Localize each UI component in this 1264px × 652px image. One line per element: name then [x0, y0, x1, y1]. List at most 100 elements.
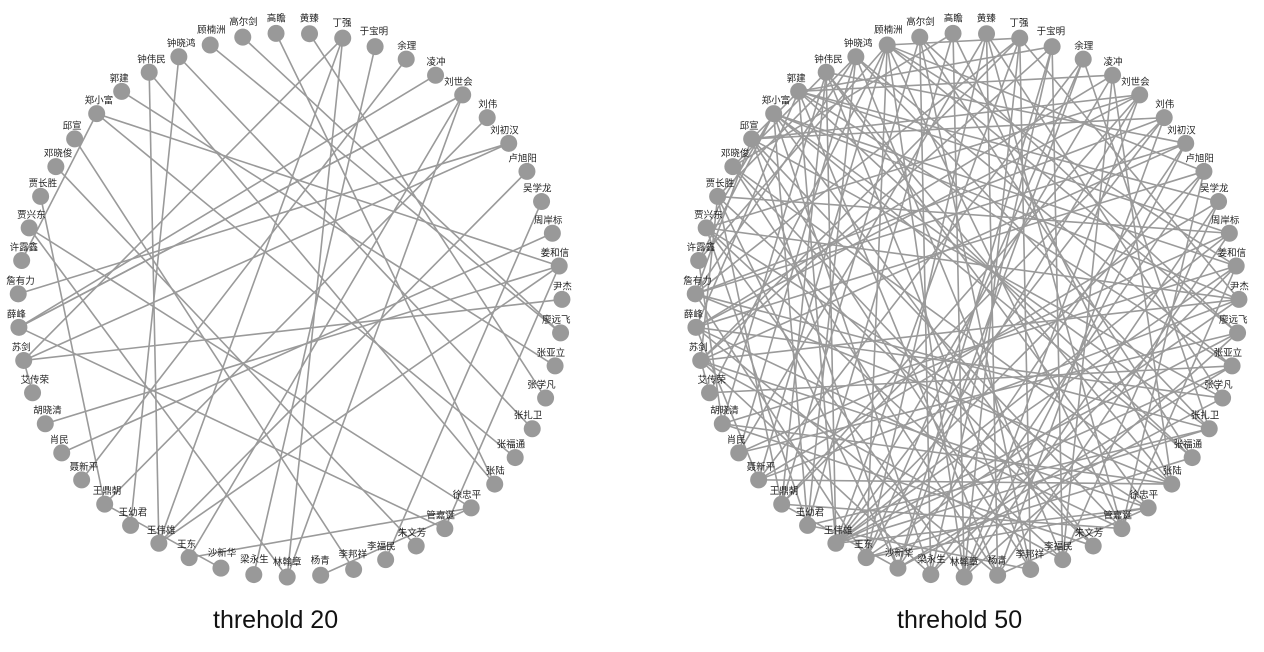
node-label: 钟伟民 [137, 53, 166, 65]
right-graph-caption: threhold 50 [897, 606, 1023, 634]
graph-node [366, 38, 384, 56]
graph-edge [797, 91, 837, 544]
graph-edge [695, 327, 760, 481]
graph-edge [55, 166, 417, 547]
graph-edge [996, 117, 1165, 576]
graph-node [1022, 560, 1040, 578]
graph-edge [705, 227, 1064, 561]
node-label: 钟伟民 [814, 53, 843, 65]
graph-node [1223, 357, 1241, 375]
graph-node [709, 187, 727, 205]
nodes: 高尔剑 高瞻 黄臻 丁强于宝明余理凌冲刘世会刘伟刘初汉卢旭阳吴学龙周岸标姜和信尹杰廖远… [683, 12, 1249, 586]
graph-edge [384, 201, 543, 560]
node-label: 王伟雄 [147, 524, 176, 536]
node-label: 胡晓清 [710, 405, 739, 417]
graph-node [713, 415, 731, 433]
graph-node [140, 63, 158, 81]
graph-node [750, 471, 768, 489]
graph-edge [807, 524, 1031, 571]
graph-node [944, 24, 962, 42]
node-label: 许露鑫 [687, 242, 716, 254]
node-label: 李福民 [367, 541, 396, 553]
graph-node [1139, 499, 1157, 517]
graph-edge [695, 91, 800, 328]
graph-node [1177, 134, 1195, 152]
node-label: 胡晓清 [33, 405, 62, 417]
graph-edge [897, 58, 1084, 569]
graph-node [878, 36, 896, 54]
graph-node [88, 105, 106, 123]
graph-edge [865, 44, 889, 558]
graph-node [690, 252, 708, 270]
node-label: 薛峰 [684, 308, 704, 320]
graph-node [1074, 50, 1092, 68]
graph-node [278, 568, 296, 586]
graph-node [550, 257, 568, 275]
node-label: 刘初汉 [490, 124, 519, 136]
node-label: 薛峰 [7, 308, 27, 320]
graph-edge [158, 170, 528, 544]
graph-node [533, 193, 551, 211]
graph-node [20, 219, 38, 237]
graph-node [553, 290, 571, 308]
graph-edge [18, 74, 436, 328]
node-label: 徐忠平 [1130, 489, 1159, 501]
graph-node [817, 63, 835, 81]
graph-node [1084, 537, 1102, 555]
graph-edge [694, 293, 867, 559]
node-label: 刘伟 [1155, 99, 1174, 111]
node-label: 卢旭阳 [508, 152, 537, 164]
graph-edge [148, 72, 160, 544]
graph-node [506, 449, 524, 467]
node-label: 艾传荣 [21, 374, 50, 386]
graph-node [10, 318, 28, 336]
graph-node [518, 162, 536, 180]
graph-edge [835, 117, 1165, 544]
graph-node [66, 130, 84, 148]
node-label: 高瞻 [267, 12, 287, 24]
graph-node [978, 25, 996, 43]
node-label: 王东 [177, 539, 196, 551]
node-label: 黄臻 [300, 13, 320, 25]
graph-edge [722, 422, 1172, 485]
graph-edge [773, 112, 1240, 301]
node-label: 聂新平 [747, 461, 776, 473]
graph-edge [73, 138, 355, 570]
graph-node [150, 534, 168, 552]
graph-edge [798, 90, 1230, 235]
graph-edge [919, 36, 1239, 334]
graph-edge [835, 74, 1114, 544]
node-label: 艾传荣 [698, 374, 727, 386]
graph-node [1210, 193, 1228, 211]
graph-edge [698, 44, 888, 262]
node-label: 于宝明 [360, 26, 389, 38]
graph-node [552, 324, 570, 342]
graph-edge [758, 298, 1240, 481]
graph-edge [18, 94, 464, 329]
node-label: 李邦祥 [338, 548, 367, 560]
graph-node [436, 520, 454, 538]
graph-edge [709, 365, 1233, 394]
node-label: 廖远飞 [1219, 314, 1248, 326]
graph-node [687, 318, 705, 336]
node-label: 詹有力 [683, 275, 712, 287]
graph-edge [158, 37, 344, 544]
graph-node [773, 495, 791, 513]
graph-edge [129, 56, 180, 526]
graph-node [180, 549, 198, 567]
graph-edge [806, 56, 857, 526]
graph-edge [96, 112, 560, 267]
node-label: 高尔剑 [229, 16, 258, 28]
graph-edge [20, 113, 98, 261]
graph-edge [320, 507, 472, 576]
graph-node [397, 50, 415, 68]
node-label: 廖远飞 [542, 314, 571, 326]
node-label: 贾兴东 [694, 209, 723, 221]
graph-edge [694, 56, 857, 295]
graph-edge [807, 427, 1210, 527]
threshold-20-network-graph: 高尔剑 高瞻 黄臻 丁强于宝明余理凌冲刘世会刘伟刘初汉卢旭阳吴学龙周岸标姜和信尹杰廖远… [6, 12, 572, 586]
node-label: 张扎卫 [514, 410, 543, 422]
graph-edge [717, 195, 1230, 235]
graph-node [96, 495, 114, 513]
graph-node [546, 357, 564, 375]
